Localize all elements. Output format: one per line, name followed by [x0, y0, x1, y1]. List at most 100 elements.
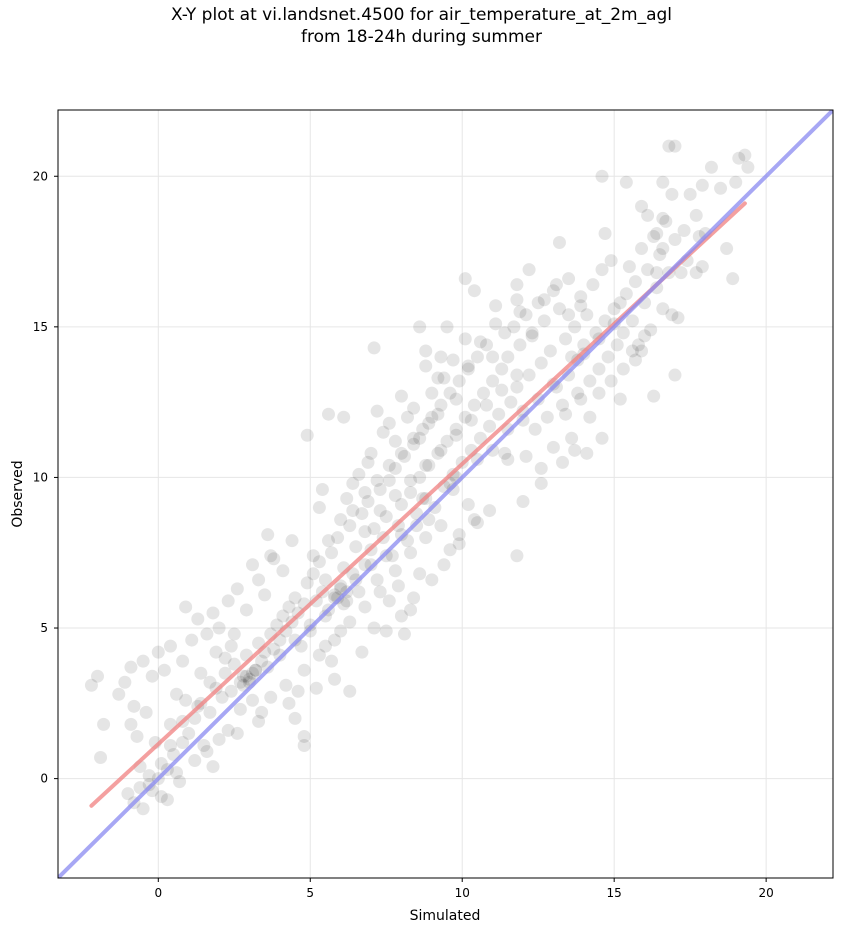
y-tick-label-2: 10	[33, 470, 48, 484]
data-point-50	[200, 627, 214, 641]
data-point-233	[635, 199, 649, 213]
data-point-414	[358, 600, 372, 614]
data-point-118	[337, 410, 351, 424]
data-point-302	[303, 624, 317, 638]
data-point-408	[407, 431, 421, 445]
data-point-312	[516, 413, 530, 427]
data-point-234	[613, 392, 627, 406]
data-point-287	[239, 669, 253, 683]
data-point-106	[367, 522, 381, 536]
data-point-216	[580, 308, 594, 322]
data-point-187	[522, 368, 536, 382]
data-point-169	[498, 446, 512, 460]
data-point-212	[568, 320, 582, 334]
data-point-330	[346, 476, 360, 490]
data-point-145	[419, 344, 433, 358]
chart-title-line-1: X-Y plot at vi.landsnet.4500 for air_tem…	[170, 5, 673, 25]
data-point-142	[397, 627, 411, 641]
data-point-174	[458, 272, 472, 286]
data-point-297	[446, 482, 460, 496]
data-point-402	[334, 513, 348, 527]
data-point-355	[209, 645, 223, 659]
data-point-268	[689, 266, 703, 280]
data-point-78	[312, 555, 326, 569]
data-point-226	[610, 338, 624, 352]
data-point-413	[343, 615, 357, 629]
data-point-365	[230, 726, 244, 740]
data-point-147	[431, 371, 445, 385]
data-point-419	[434, 519, 448, 533]
data-point-148	[440, 320, 454, 334]
data-point-415	[373, 585, 387, 599]
data-point-59	[255, 705, 269, 719]
data-point-332	[370, 404, 384, 418]
data-point-36	[203, 705, 217, 719]
data-point-254	[665, 308, 679, 322]
data-point-235	[595, 431, 609, 445]
data-point-386	[537, 293, 551, 307]
data-point-129	[407, 437, 421, 451]
data-point-364	[252, 714, 266, 728]
data-point-360	[309, 681, 323, 695]
data-point-246	[641, 263, 655, 277]
data-point-89	[300, 428, 314, 442]
data-point-290	[331, 591, 345, 605]
data-point-361	[291, 684, 305, 698]
data-point-57	[206, 760, 220, 774]
data-point-101	[352, 585, 366, 599]
data-point-181	[504, 395, 518, 409]
data-point-281	[650, 226, 664, 240]
data-point-223	[601, 350, 615, 364]
data-point-336	[419, 359, 433, 373]
data-point-335	[407, 401, 421, 415]
data-point-85	[282, 696, 296, 710]
data-point-19	[191, 612, 205, 626]
axis-ticks: 0 5 10 15 20 0 5 10 15 20	[33, 169, 774, 900]
data-point-230	[595, 169, 609, 183]
data-point-353	[239, 603, 253, 617]
data-point-388	[562, 308, 576, 322]
data-point-279	[668, 368, 682, 382]
data-point-84	[276, 564, 290, 578]
data-point-30	[170, 766, 184, 780]
data-point-422	[203, 675, 217, 689]
data-point-354	[224, 639, 238, 653]
data-point-47	[249, 663, 263, 677]
data-point-24	[142, 769, 156, 783]
data-point-242	[628, 275, 642, 289]
data-point-188	[525, 326, 539, 340]
data-point-159	[467, 398, 481, 412]
x-tick-label-3: 15	[607, 886, 622, 900]
data-point-43	[236, 669, 250, 683]
x-tick-label-2: 10	[455, 886, 470, 900]
x-axis-label: Simulated	[410, 908, 481, 924]
chart-title: X-Y plot at vi.landsnet.4500 for air_tem…	[0, 4, 843, 48]
data-points	[84, 139, 755, 816]
y-tick-label-3: 15	[33, 320, 48, 334]
data-point-338	[446, 353, 460, 367]
data-point-228	[616, 326, 630, 340]
data-point-117	[321, 407, 335, 421]
data-point-151	[443, 386, 457, 400]
data-point-14	[163, 639, 177, 653]
data-point-366	[188, 754, 202, 768]
data-point-16	[176, 654, 190, 668]
data-point-349	[483, 504, 497, 518]
data-point-15	[170, 687, 184, 701]
reference-lines	[58, 110, 833, 878]
data-point-125	[394, 498, 408, 512]
data-point-175	[467, 284, 481, 298]
data-point-213	[571, 386, 585, 400]
data-point-351	[264, 549, 278, 563]
data-point-241	[625, 314, 639, 328]
data-point-177	[501, 452, 515, 466]
data-point-256	[671, 311, 685, 325]
data-point-88	[297, 738, 311, 752]
data-point-371	[352, 467, 366, 481]
data-point-204	[519, 449, 533, 463]
data-point-309	[470, 452, 484, 466]
data-point-164	[483, 419, 497, 433]
data-point-416	[388, 564, 402, 578]
data-point-244	[635, 242, 649, 256]
